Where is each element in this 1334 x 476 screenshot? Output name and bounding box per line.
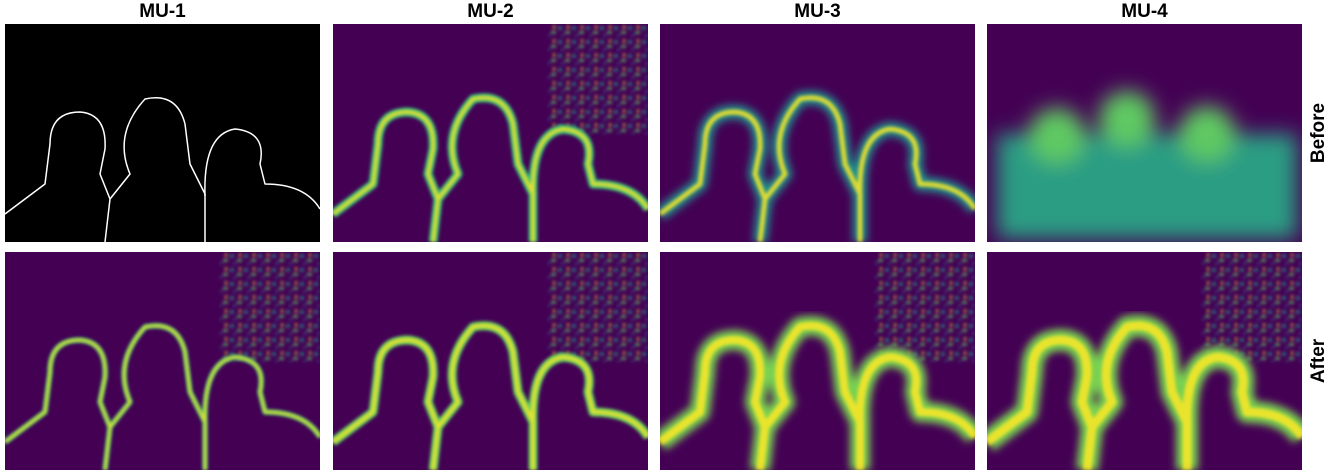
blob-group [997, 91, 1297, 239]
blob [1179, 106, 1235, 162]
texture [548, 24, 648, 134]
column-title: MU-3 [794, 1, 840, 22]
feature-map [333, 24, 648, 242]
feature-map [5, 24, 320, 242]
map-background [5, 24, 320, 242]
feature-map [987, 24, 1302, 242]
row-label: After [1308, 338, 1329, 383]
feature-map [660, 252, 975, 470]
row-label: Before [1308, 103, 1329, 163]
feature-map [660, 24, 975, 242]
texture [875, 252, 975, 362]
feature-map [333, 252, 648, 470]
texture [548, 252, 648, 362]
column-title: MU-1 [139, 1, 186, 22]
blob [1029, 108, 1085, 164]
feature-map [987, 252, 1302, 470]
column-title: MU-2 [467, 1, 513, 22]
column-title: MU-4 [1121, 1, 1168, 22]
blob [1099, 91, 1155, 147]
feature-map [5, 252, 320, 470]
texture [1202, 252, 1302, 362]
texture [220, 252, 320, 362]
